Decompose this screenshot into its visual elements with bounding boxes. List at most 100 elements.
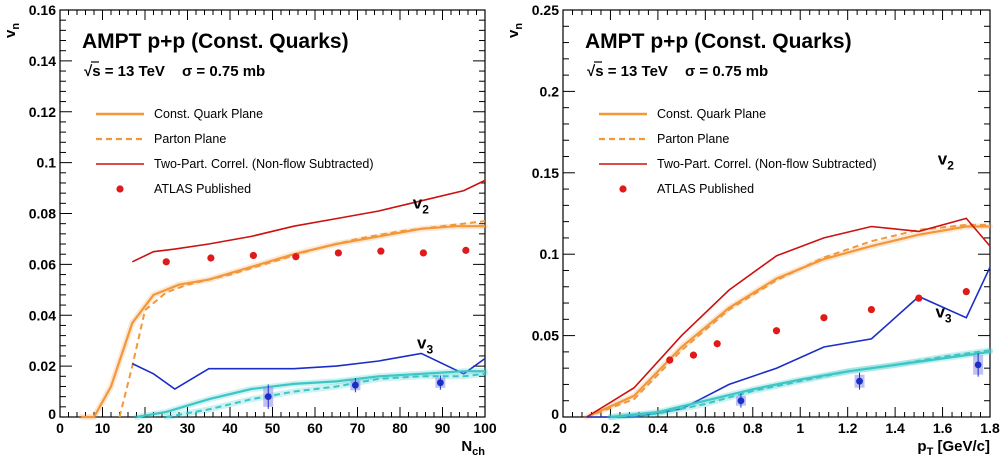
y-tick-label: 0.25 <box>532 2 559 18</box>
y-tick-label: 0.14 <box>29 53 56 69</box>
atlas-v3-point <box>974 361 982 369</box>
harmonic-label-v2: v2 <box>938 150 954 173</box>
x-tick-label: 1.6 <box>933 420 953 436</box>
y-tick-label: 0.02 <box>29 358 56 374</box>
harmonic-label-main: v <box>417 333 427 352</box>
x-axis-title-sub: T <box>927 446 934 458</box>
harmonic-label-v3: v3 <box>935 303 951 326</box>
x-tick-label: 1.8 <box>980 420 1000 436</box>
atlas-v2-point <box>207 254 215 262</box>
y-axis-title: vn <box>2 23 22 38</box>
x-tick-label: 0 <box>559 420 567 436</box>
y-tick-label: 0.06 <box>29 256 56 272</box>
harmonic-label-main: v <box>935 303 945 322</box>
right-chart-panel: 0 0.2 0.4 0.6 0.8 1 1.2 1.4 1.6 1.8 0.05 0.1 0.15 0.2… <box>505 2 1000 458</box>
x-tick-label: 50 <box>265 420 281 436</box>
atlas-v2-point <box>377 247 385 255</box>
legend-label: Parton Plane <box>154 132 226 146</box>
v2-band <box>583 223 993 420</box>
atlas-v2-point <box>462 246 470 254</box>
x-tick-label: 0 <box>56 420 64 436</box>
harmonic-label-sub: 2 <box>947 159 954 173</box>
y-tick-label: 0.08 <box>29 206 56 222</box>
x-axis-title-main: p <box>917 438 926 455</box>
x-axis-title-sub: ch <box>472 446 485 458</box>
y-tick-label: 0.2 <box>540 83 560 99</box>
harmonic-label-sub: 2 <box>422 202 429 216</box>
y-axis-title: vn <box>505 23 525 38</box>
x-axis-title: pT [GeV/c] <box>917 438 990 458</box>
x-tick-label: 20 <box>137 420 153 436</box>
series-line-v2-thin <box>586 217 991 418</box>
legend-label: ATLAS Published <box>154 182 251 196</box>
series-line-v2-dashed <box>118 220 486 418</box>
y-tick-label: 0.1 <box>540 246 560 262</box>
y-tick-label: 0.04 <box>29 307 56 323</box>
harmonic-label-v2: v2 <box>413 193 429 216</box>
series-line-v3-thin <box>586 266 991 418</box>
x-tick-label: 10 <box>95 420 111 436</box>
legend-label: Parton Plane <box>657 132 729 146</box>
harmonic-label-v3: v3 <box>417 333 433 356</box>
x-tick-label: 1 <box>796 420 804 436</box>
y-axis-title-sub: n <box>513 23 525 30</box>
x-tick-label: 90 <box>435 420 451 436</box>
atlas-v2-point <box>419 249 427 257</box>
atlas-v3-point <box>436 379 444 387</box>
atlas-v3-point <box>351 381 359 389</box>
y-tick-label: 0.1 <box>37 155 57 171</box>
legend-swatch-marker <box>619 185 627 193</box>
x-tick-label: 0.4 <box>648 420 668 436</box>
legend-label: ATLAS Published <box>657 182 754 196</box>
y-axis-title-sub: n <box>10 23 22 30</box>
harmonic-label-sub: 3 <box>945 312 952 326</box>
y-tick-label: 0 <box>48 406 56 422</box>
x-tick-label: 40 <box>222 420 238 436</box>
harmonic-label-sub: 3 <box>426 342 433 356</box>
x-tick-label: 60 <box>307 420 323 436</box>
chart-title: AMPT p+p (Const. Quarks) <box>82 30 349 53</box>
atlas-v2-point <box>772 327 781 335</box>
x-tick-label: 0.8 <box>743 420 763 436</box>
y-tick-label: 0.16 <box>29 2 56 18</box>
chart-title: AMPT p+p (Const. Quarks) <box>585 30 852 53</box>
atlas-v2-point <box>162 258 170 266</box>
y-tick-label: 0.15 <box>532 165 559 181</box>
series-line-v3-solid <box>610 350 991 419</box>
series-line-v2-dashed <box>586 223 990 418</box>
series-line-v3-solid <box>136 370 485 419</box>
harmonic-label-main: v <box>413 193 423 212</box>
legend-label: Two-Part. Correl. (Non-flow Subtracted) <box>657 157 877 171</box>
series-line-v3-dashed <box>610 349 991 418</box>
atlas-v3-point <box>856 377 863 385</box>
atlas-v2-point <box>820 314 828 322</box>
plot-frame <box>562 9 991 418</box>
left-chart-panel: 0 10 20 30 40 50 60 70 80 90 1000.020.040.060.080.… <box>2 2 497 458</box>
atlas-v2-point <box>292 253 300 261</box>
y-tick-label: 0.12 <box>29 104 56 120</box>
series-line-v3-dashed <box>166 372 486 418</box>
series-line-v3-thin <box>131 352 486 390</box>
x-axis-title-unit: [GeV/c] <box>933 438 990 455</box>
y-tick-label: 0.05 <box>532 328 559 344</box>
x-axis-title: Nch <box>461 438 485 458</box>
legend-swatch-marker <box>116 185 124 193</box>
atlas-v2-point <box>689 351 698 359</box>
y-tick-label: 0 <box>551 406 559 422</box>
y-axis-title-main: v <box>2 29 19 38</box>
atlas-v2-point <box>915 294 923 302</box>
cross-section-label: σ = 0.75 mb <box>182 63 265 80</box>
atlas-v2-point <box>713 340 721 348</box>
atlas-v2-point <box>962 288 970 296</box>
x-tick-label: 100 <box>473 420 497 436</box>
atlas-v2-point <box>666 356 674 364</box>
atlas-v3-point <box>264 393 272 401</box>
legend-label: Const. Quark Plane <box>154 107 263 121</box>
x-tick-label: 80 <box>392 420 408 436</box>
atlas-v2-point <box>334 249 342 257</box>
cross-section-label: σ = 0.75 mb <box>685 63 768 80</box>
series-line-v2-thin <box>131 179 486 263</box>
harmonic-label-main: v <box>938 150 948 169</box>
legend-label: Const. Quark Plane <box>657 107 766 121</box>
